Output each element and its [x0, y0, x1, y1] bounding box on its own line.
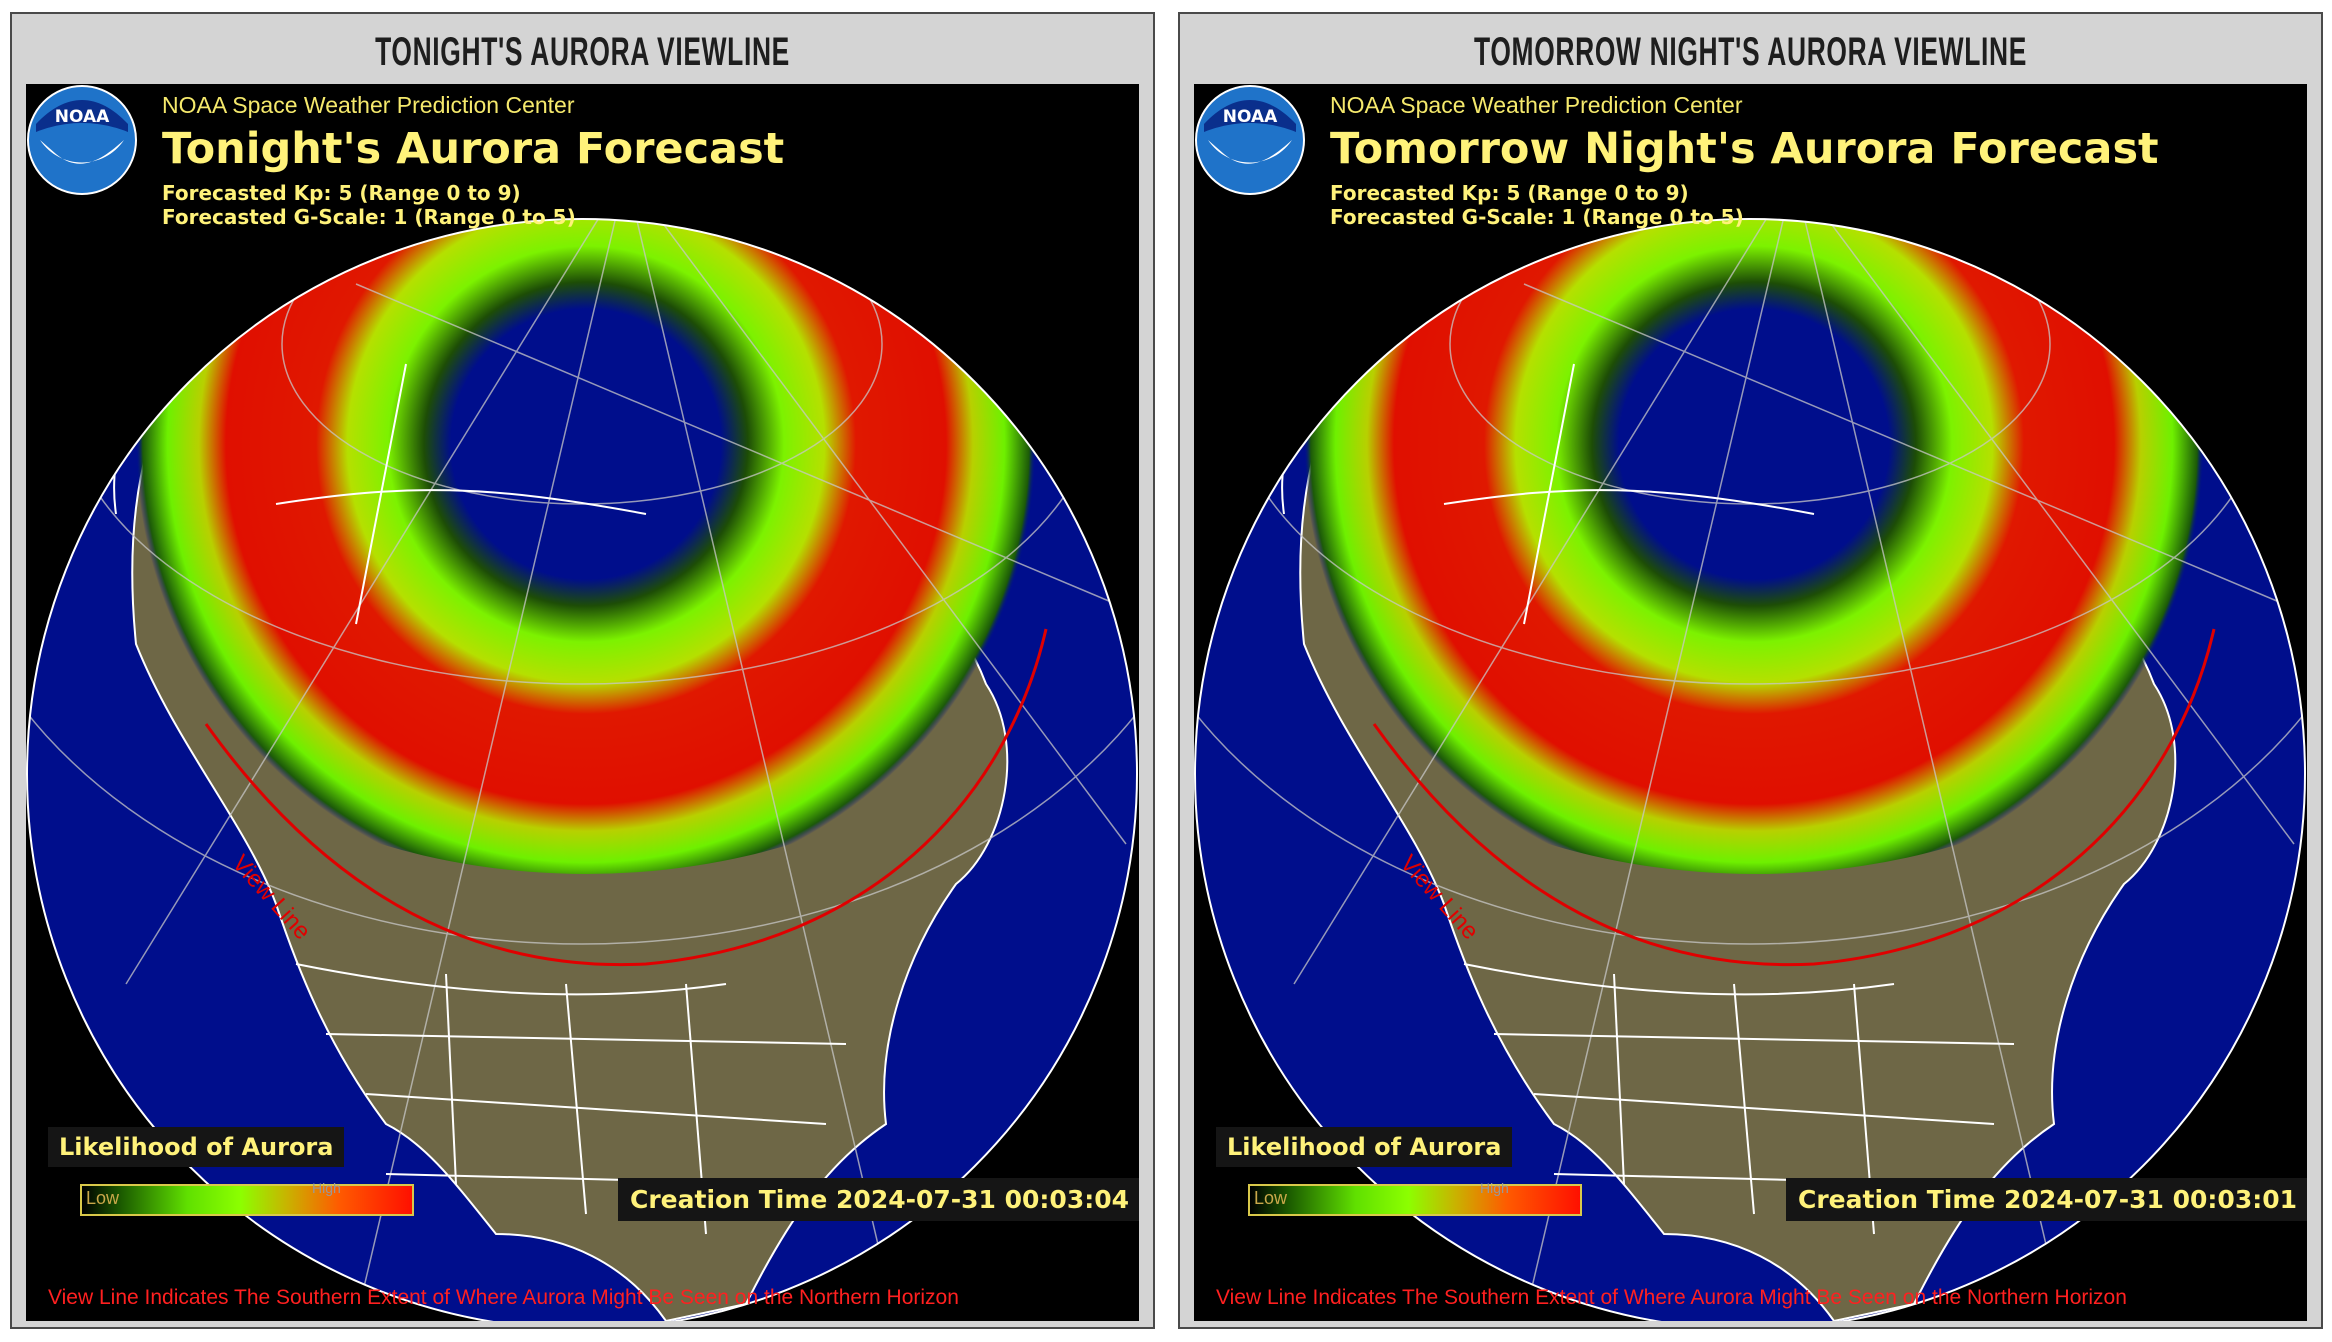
kp-forecast: Forecasted Kp: 5 (Range 0 to 9)	[162, 181, 521, 205]
legend-low: Low	[86, 1188, 120, 1208]
forecast-title: Tonight's Aurora Forecast	[162, 124, 785, 174]
tonight-panel: TONIGHT'S AURORA VIEWLINE	[10, 12, 1155, 1329]
likelihood-colorbar: Low High	[80, 1180, 414, 1216]
aurora-map: View Line NOAA NOAA Space Weather Predic…	[1194, 84, 2307, 1321]
legend-title: Likelihood of Aurora	[48, 1127, 345, 1167]
forecast-title: Tomorrow Night's Aurora Forecast	[1330, 124, 2159, 174]
legend-low: Low	[1254, 1188, 1288, 1208]
gscale-forecast: Forecasted G-Scale: 1 (Range 0 to 5)	[162, 205, 576, 229]
gscale-forecast: Forecasted G-Scale: 1 (Range 0 to 5)	[1330, 205, 1744, 229]
globe-graphic: View Line	[26, 218, 1138, 1321]
tomorrow-panel: TOMORROW NIGHT'S AURORA VIEWLINE	[1178, 12, 2323, 1329]
aurora-map: View Line NOAA NOAA Space Weather Predic…	[26, 84, 1139, 1321]
footnote: View Line Indicates The Southern Extent …	[48, 1286, 959, 1309]
kp-forecast: Forecasted Kp: 5 (Range 0 to 9)	[1330, 181, 1689, 205]
noaa-logo: NOAA	[1195, 85, 1305, 195]
footnote: View Line Indicates The Southern Extent …	[1216, 1286, 2127, 1309]
panel-heading: TOMORROW NIGHT'S AURORA VIEWLINE	[1474, 30, 2027, 74]
legend-high: High	[1480, 1180, 1509, 1196]
creation-time: Creation Time 2024-07-31 00:03:04	[618, 1178, 1139, 1221]
noaa-logo: NOAA	[27, 85, 137, 195]
legend-high: High	[312, 1180, 341, 1196]
panel-heading: TONIGHT'S AURORA VIEWLINE	[375, 30, 790, 74]
logo-text: NOAA	[1223, 107, 1278, 127]
legend-title: Likelihood of Aurora	[1216, 1127, 1513, 1167]
logo-text: NOAA	[55, 107, 110, 127]
organization-name: NOAA Space Weather Prediction Center	[162, 92, 575, 118]
organization-name: NOAA Space Weather Prediction Center	[1330, 92, 1743, 118]
likelihood-colorbar: Low High	[1248, 1180, 1582, 1216]
creation-time: Creation Time 2024-07-31 00:03:01	[1786, 1178, 2307, 1221]
globe-graphic: View Line	[1194, 218, 2306, 1321]
